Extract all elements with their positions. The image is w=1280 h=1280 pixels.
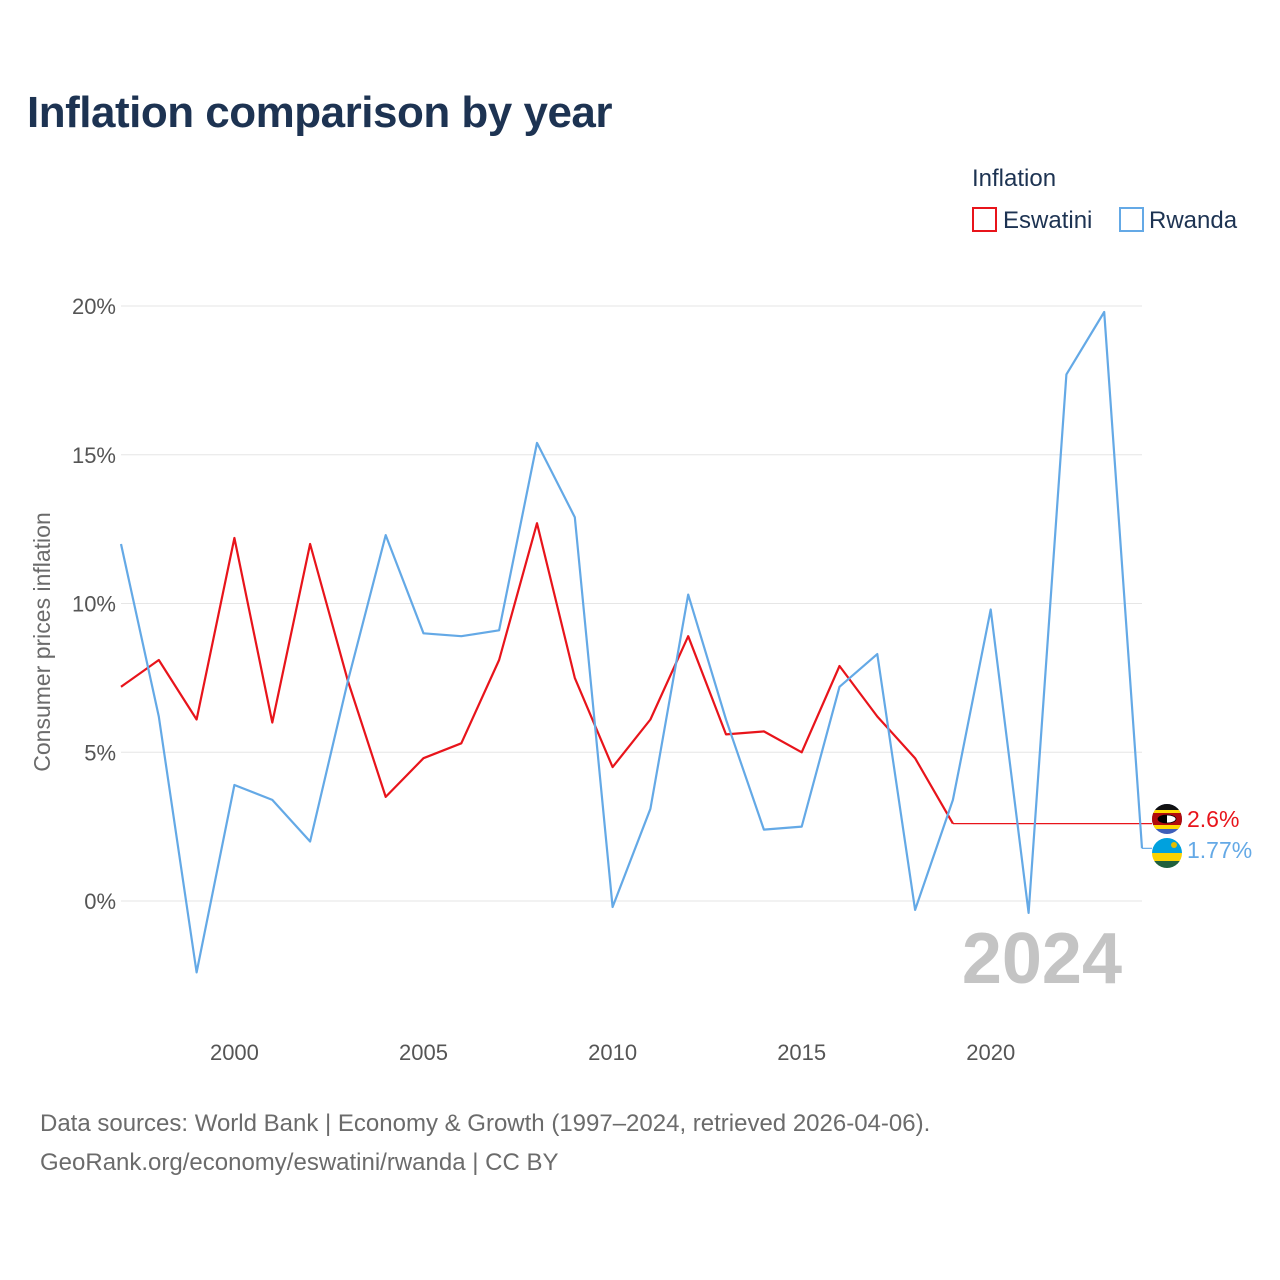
legend: Inflation Eswatini Rwanda xyxy=(972,165,1238,234)
footer: Data sources: World Bank | Economy & Gro… xyxy=(40,1104,930,1182)
legend-label-eswatini[interactable]: Eswatini xyxy=(1003,207,1092,234)
footer-attribution[interactable]: GeoRank.org/economy/eswatini/rwanda | CC… xyxy=(40,1149,559,1176)
legend-label-rwanda[interactable]: Rwanda xyxy=(1149,207,1238,234)
x-tick-label: 2020 xyxy=(966,1040,1015,1065)
y-tick-label: 10% xyxy=(72,592,116,617)
x-tick-label: 2015 xyxy=(777,1040,826,1065)
eswatini-end-value: 2.6% xyxy=(1187,806,1239,832)
y-tick-label: 0% xyxy=(84,889,116,914)
x-tick-label: 2000 xyxy=(210,1040,259,1065)
y-axis: 0% 5% 10% 15% 20% xyxy=(72,294,116,914)
year-watermark: 2024 xyxy=(962,919,1122,999)
line-chart: Inflation Eswatini Rwanda 0%5%10%15%20% … xyxy=(29,165,1252,1065)
eswatini-flag-icon xyxy=(1152,804,1182,834)
y-tick-label: 15% xyxy=(72,443,116,468)
y-tick-label: 20% xyxy=(72,294,116,319)
rwanda-end-value: 1.77% xyxy=(1187,837,1252,863)
y-tick-label: 5% xyxy=(84,740,116,765)
x-tick-label: 2005 xyxy=(399,1040,448,1065)
series-line-rwanda[interactable] xyxy=(119,310,1144,974)
legend-swatch-rwanda[interactable] xyxy=(1119,207,1144,232)
rwanda-flag-icon xyxy=(1152,838,1182,868)
legend-swatch-eswatini[interactable] xyxy=(972,207,997,232)
gridlines xyxy=(121,305,1142,902)
legend-title: Inflation xyxy=(972,165,1056,192)
eswatini-end-marker: 2.6% xyxy=(1152,804,1239,834)
series-line-eswatini[interactable] xyxy=(120,522,954,825)
series-layer xyxy=(119,310,1152,974)
x-tick-label: 2010 xyxy=(588,1040,637,1065)
x-axis: 2000 2005 2010 2015 2020 xyxy=(210,1040,1015,1065)
y-axis-label: Consumer prices inflation xyxy=(29,512,55,772)
rwanda-end-marker: 1.77% xyxy=(1152,837,1252,868)
chart-title: Inflation comparison by year xyxy=(27,88,613,137)
footer-sources: Data sources: World Bank | Economy & Gro… xyxy=(40,1110,931,1137)
